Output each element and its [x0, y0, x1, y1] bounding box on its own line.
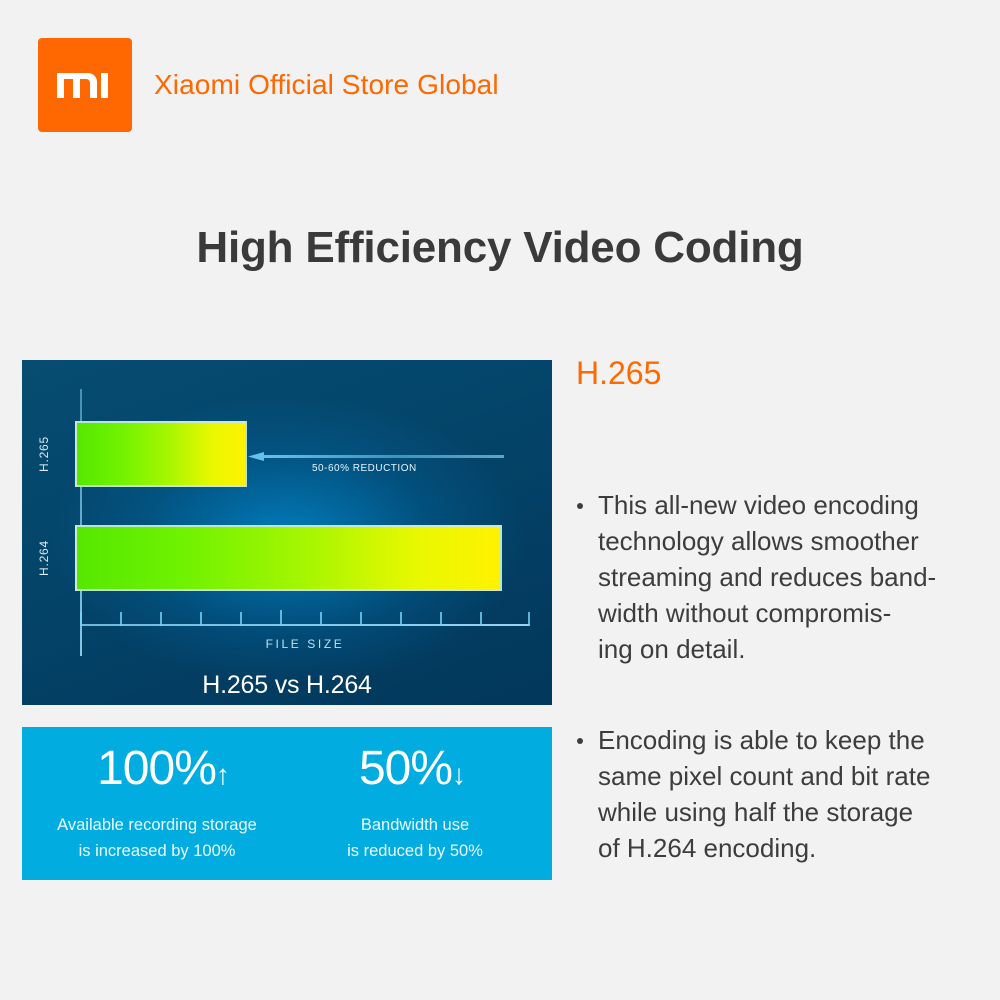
- stat-bandwidth-desc-line1: Bandwidth use: [360, 816, 470, 834]
- h265-heading: H.265: [576, 355, 662, 391]
- stat-storage-desc-line1: Available recording storage: [57, 816, 257, 834]
- bullet-1-line-2: technology allows smoother: [598, 525, 919, 556]
- bar-label-h265: H.265: [37, 435, 51, 473]
- bullet-1-line-4: width without compromis-: [598, 597, 892, 628]
- stats-panel: 100%↑ Available recording storage is inc…: [22, 727, 552, 880]
- reduction-arrow-icon: [248, 448, 504, 461]
- reduction-annotation: 50-60% REDUCTION: [312, 463, 417, 474]
- bullet-2-line-3: while using half the storage: [598, 797, 914, 828]
- stat-bandwidth-value: 50%↓: [290, 745, 540, 793]
- stat-storage: 100%↑ Available recording storage is inc…: [32, 745, 282, 864]
- feature-bullet-list: This all-new video encoding technology a…: [572, 488, 972, 867]
- bar-label-h264: H.264: [37, 539, 51, 577]
- stat-bandwidth-desc-line2: is reduced by 50%: [347, 841, 483, 860]
- xiaomi-mi-logo-icon: [38, 38, 132, 132]
- bar-h264: [75, 525, 502, 591]
- chart-y-axis: [80, 389, 82, 656]
- chart-x-ticks: [80, 610, 530, 626]
- stat-bandwidth-number: 50%: [358, 742, 453, 795]
- stat-bandwidth: 50%↓ Bandwidth use is reduced by 50%: [290, 745, 540, 864]
- stat-storage-desc-line2: is increased by 100%: [78, 841, 236, 860]
- stat-storage-desc: Available recording storage is increased…: [32, 813, 282, 864]
- brand-name: Xiaomi Official Store Global: [154, 69, 499, 100]
- bullet-1-line-3: streaming and reduces band-: [598, 561, 937, 592]
- stat-storage-value: 100%↑: [32, 745, 282, 793]
- bullet-2-line-2: same pixel count and bit rate: [598, 761, 931, 792]
- chart-x-axis: [80, 624, 530, 626]
- arrow-up-icon: ↑: [215, 759, 230, 790]
- chart-x-axis-label: FILE SIZE: [265, 637, 345, 651]
- bullet-2-line-1: Encoding is able to keep the: [598, 725, 925, 756]
- bullet-item-2: Encoding is able to keep the same pixel …: [572, 723, 972, 867]
- bar-h265: [75, 421, 247, 487]
- stat-bandwidth-desc: Bandwidth use is reduced by 50%: [290, 813, 540, 864]
- right-content-column: H.265 This all-new video encoding techno…: [572, 355, 972, 867]
- bullet-1-line-5: ing on detail.: [598, 633, 746, 664]
- bullet-1-line-1: This all-new video encoding: [598, 490, 919, 520]
- stat-storage-number: 100%: [97, 742, 217, 795]
- bullet-2-line-4: of H.264 encoding.: [598, 833, 817, 863]
- chart-caption: H.265 vs H.264: [202, 671, 372, 699]
- page-title: High Efficiency Video Coding: [196, 223, 804, 272]
- h265-vs-h264-chart: H.265 H.264 50-60% REDUCTION FILE SIZE H…: [22, 360, 552, 705]
- arrow-down-icon: ↓: [452, 759, 466, 790]
- brand-header: Xiaomi Official Store Global: [38, 38, 499, 132]
- bullet-item-1: This all-new video encoding technology a…: [572, 488, 972, 667]
